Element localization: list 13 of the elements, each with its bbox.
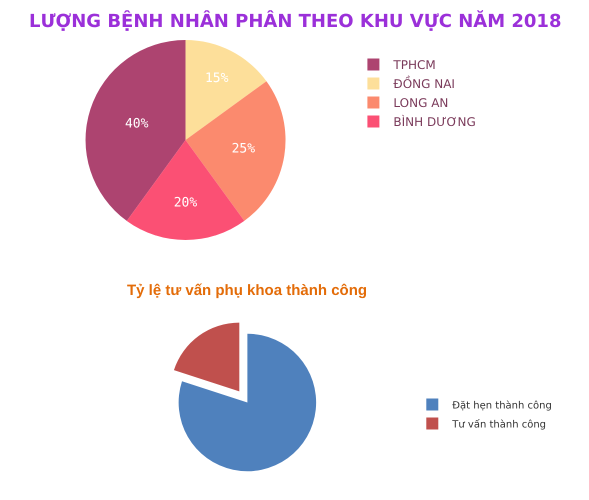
data-label: 40% [124, 116, 149, 132]
legend-label: LONG AN [393, 96, 448, 110]
legend-label: Đặt hẹn thành công [452, 400, 552, 412]
chart-title: Tỷ lệ tư vấn phụ khoa thành công [127, 282, 368, 299]
legend-label: BÌNH DƯƠNG [393, 114, 476, 130]
pie-slice [186, 40, 266, 140]
legend-label: Tư vấn thành công [451, 418, 546, 430]
legend-label: TPHCM [392, 58, 436, 72]
chart-title: LƯỢNG BỆNH NHÂN PHÂN THEO KHU VỰC NĂM 2018 [29, 10, 562, 32]
data-label: 25% [232, 142, 256, 157]
data-label: 20% [174, 195, 198, 210]
legend-label: ĐỒNG NAI [393, 75, 455, 92]
data-label: 15% [204, 71, 229, 86]
